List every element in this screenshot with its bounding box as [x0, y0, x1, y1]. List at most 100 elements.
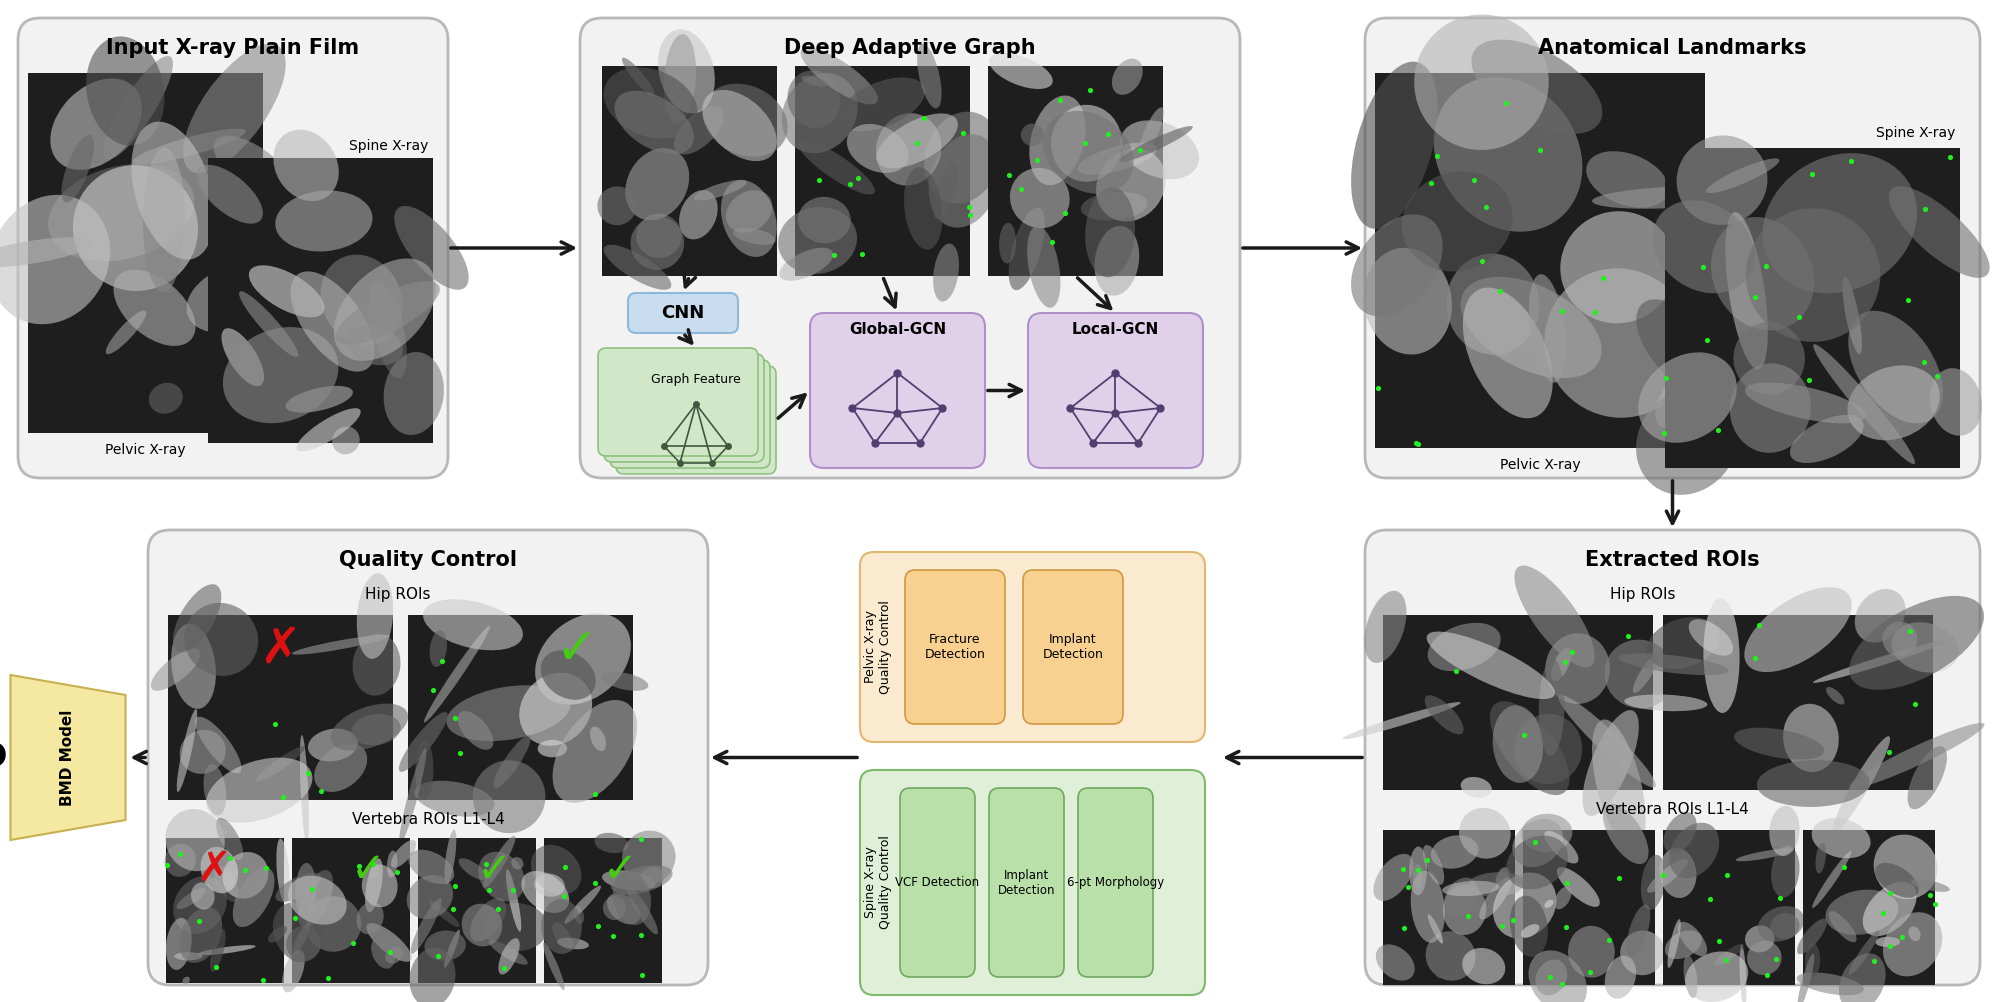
- Ellipse shape: [306, 896, 361, 952]
- Ellipse shape: [0, 194, 110, 325]
- Ellipse shape: [308, 728, 357, 762]
- Ellipse shape: [1402, 171, 1512, 272]
- Ellipse shape: [1592, 719, 1646, 850]
- Ellipse shape: [286, 386, 353, 413]
- Ellipse shape: [1839, 953, 1885, 1002]
- Ellipse shape: [174, 952, 202, 960]
- Ellipse shape: [1875, 937, 1899, 947]
- Ellipse shape: [787, 70, 841, 128]
- Ellipse shape: [174, 584, 222, 652]
- Ellipse shape: [445, 830, 457, 885]
- Point: [1703, 933, 1735, 949]
- Ellipse shape: [781, 73, 859, 153]
- Point: [1827, 859, 1859, 875]
- Text: Hip ROIs: Hip ROIs: [1610, 587, 1675, 602]
- Ellipse shape: [1464, 288, 1554, 418]
- Text: BMD: BMD: [0, 741, 8, 774]
- Ellipse shape: [268, 926, 288, 943]
- Ellipse shape: [535, 613, 631, 704]
- Point: [1550, 653, 1582, 669]
- FancyBboxPatch shape: [579, 18, 1240, 478]
- Ellipse shape: [1763, 153, 1917, 294]
- Ellipse shape: [1522, 924, 1540, 938]
- Ellipse shape: [1843, 277, 1861, 354]
- Ellipse shape: [1026, 225, 1060, 308]
- Text: BMD Model: BMD Model: [60, 709, 76, 806]
- Point: [1921, 368, 1953, 384]
- Ellipse shape: [1620, 653, 1729, 675]
- Point: [343, 858, 375, 874]
- FancyBboxPatch shape: [627, 293, 739, 333]
- Point: [817, 247, 849, 264]
- Ellipse shape: [292, 635, 389, 654]
- Ellipse shape: [1735, 849, 1793, 862]
- Point: [1402, 436, 1434, 452]
- Ellipse shape: [184, 603, 258, 676]
- FancyBboxPatch shape: [989, 788, 1064, 977]
- Ellipse shape: [288, 876, 347, 925]
- Ellipse shape: [1480, 877, 1512, 920]
- Ellipse shape: [296, 408, 361, 452]
- Ellipse shape: [1757, 761, 1869, 807]
- Point: [1048, 204, 1080, 220]
- Ellipse shape: [385, 946, 403, 964]
- Ellipse shape: [1544, 900, 1554, 908]
- Ellipse shape: [1424, 845, 1444, 885]
- FancyBboxPatch shape: [603, 354, 765, 462]
- Ellipse shape: [1120, 120, 1198, 179]
- Ellipse shape: [150, 383, 184, 414]
- Ellipse shape: [292, 923, 310, 955]
- Ellipse shape: [473, 761, 545, 833]
- Point: [1486, 918, 1518, 934]
- Text: Vertebra ROIs L1-L4: Vertebra ROIs L1-L4: [351, 813, 505, 828]
- Ellipse shape: [625, 148, 689, 220]
- Ellipse shape: [679, 190, 717, 239]
- Ellipse shape: [1705, 158, 1779, 193]
- Ellipse shape: [1771, 913, 1799, 939]
- Ellipse shape: [505, 870, 521, 932]
- Ellipse shape: [1342, 702, 1460, 739]
- Ellipse shape: [1624, 694, 1707, 711]
- Ellipse shape: [353, 634, 401, 695]
- Ellipse shape: [1028, 95, 1086, 185]
- Point: [1711, 867, 1743, 883]
- Point: [953, 199, 985, 215]
- Point: [803, 172, 835, 188]
- Point: [1574, 964, 1606, 980]
- Point: [421, 948, 453, 964]
- Ellipse shape: [521, 871, 569, 913]
- Point: [1534, 969, 1566, 985]
- Ellipse shape: [166, 918, 192, 970]
- Ellipse shape: [114, 270, 196, 346]
- Ellipse shape: [48, 164, 194, 262]
- Ellipse shape: [1739, 944, 1747, 1002]
- Ellipse shape: [621, 831, 675, 885]
- Point: [909, 110, 941, 126]
- Point: [1893, 622, 1925, 638]
- Ellipse shape: [1558, 867, 1600, 907]
- Ellipse shape: [998, 222, 1016, 264]
- Ellipse shape: [1506, 836, 1568, 890]
- Ellipse shape: [1528, 950, 1588, 1002]
- Ellipse shape: [537, 739, 567, 758]
- Ellipse shape: [210, 929, 226, 972]
- Ellipse shape: [1654, 200, 1755, 294]
- Ellipse shape: [1733, 323, 1805, 395]
- Ellipse shape: [1432, 836, 1478, 869]
- Ellipse shape: [132, 121, 214, 260]
- Ellipse shape: [637, 213, 681, 258]
- Ellipse shape: [1815, 843, 1825, 874]
- Ellipse shape: [1677, 135, 1767, 224]
- Point: [214, 850, 246, 866]
- Ellipse shape: [1512, 819, 1564, 867]
- Ellipse shape: [1494, 873, 1556, 939]
- Ellipse shape: [222, 329, 264, 386]
- Point: [250, 861, 282, 877]
- Ellipse shape: [1929, 368, 1983, 436]
- Ellipse shape: [459, 859, 487, 880]
- Ellipse shape: [1891, 622, 1959, 672]
- Ellipse shape: [1811, 851, 1851, 908]
- Ellipse shape: [1873, 835, 1937, 899]
- Ellipse shape: [409, 948, 455, 1002]
- Ellipse shape: [1112, 59, 1142, 95]
